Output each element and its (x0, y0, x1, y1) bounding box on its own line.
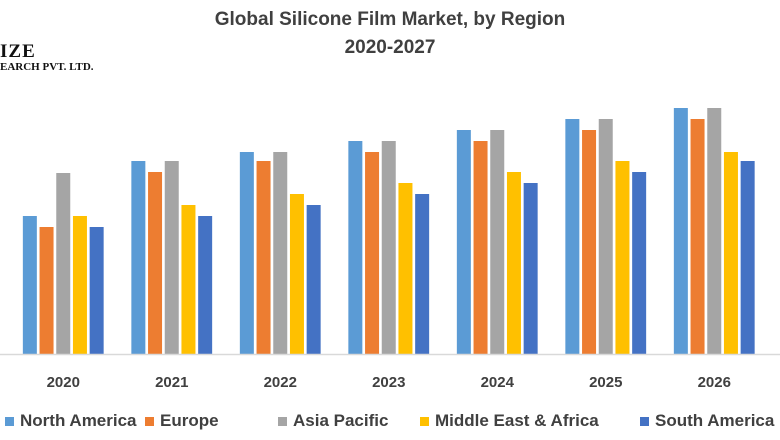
bar-2020-middle-east-africa (72, 216, 87, 354)
bar-2020-europe (39, 227, 54, 354)
bar-2021-south-america (198, 216, 213, 354)
chart-subtitle: 2020-2027 (344, 37, 436, 58)
legend-label: Middle East & Africa (435, 411, 599, 430)
legend-swatch (640, 416, 649, 426)
bar-2020-south-america (89, 227, 104, 354)
legend-item: Asia Pacific (278, 409, 388, 433)
legend-label: North America (20, 411, 137, 430)
bar-2024-south-america (523, 183, 538, 354)
bar-2021-north-america (131, 161, 146, 354)
logo-line-2: EARCH PVT. LTD. (0, 61, 94, 73)
bar-2023-north-america (348, 141, 363, 354)
logo-line-1: IZE (0, 41, 36, 62)
bar-2026-asia-pacific (707, 108, 722, 354)
legend-swatch (278, 416, 287, 426)
legend: North America Europe Asia Pacific Middle Ea… (0, 409, 780, 433)
x-tick-label: 2024 (481, 374, 515, 391)
bar-2026-south-america (740, 161, 755, 354)
bar-2022-europe (256, 161, 271, 354)
bar-2024-europe (473, 141, 488, 354)
bar-2025-middle-east-africa (615, 161, 630, 354)
legend-swatch (420, 416, 429, 426)
x-tick-label: 2023 (372, 374, 405, 391)
legend-item: South America (640, 409, 774, 433)
legend-label: Europe (160, 411, 219, 430)
watermark-logo: IZE EARCH PVT. LTD. (0, 42, 94, 73)
bar-2026-europe (690, 119, 705, 354)
chart-title-main: Global Silicone Film Market, by Region (214, 9, 566, 30)
x-tick-label: 2020 (47, 374, 80, 391)
chart-title: Global Silicone Film Market, by Region 2… (0, 6, 780, 62)
bar-2021-middle-east-africa (181, 205, 196, 354)
bar-2023-europe (365, 152, 380, 354)
x-tick-label: 2025 (589, 374, 622, 391)
bar-2022-south-america (306, 205, 321, 354)
x-tick-label: 2021 (155, 374, 188, 391)
legend-label: Asia Pacific (293, 411, 389, 430)
legend-swatch (145, 416, 154, 426)
bar-2023-middle-east-africa (398, 183, 413, 354)
legend-label: South America (655, 411, 775, 430)
bar-2022-north-america (239, 152, 254, 354)
bar-2020-asia-pacific (56, 173, 71, 354)
bar-2023-south-america (415, 194, 430, 354)
bar-2025-south-america (632, 172, 647, 354)
bar-2025-europe (582, 130, 597, 354)
legend-item: Middle East & Africa (420, 409, 599, 433)
bar-2025-north-america (565, 119, 580, 354)
x-tick-label: 2022 (264, 374, 297, 391)
bar-2024-middle-east-africa (506, 172, 521, 354)
legend-item: Europe (145, 409, 219, 433)
bar-2026-middle-east-africa (723, 152, 738, 354)
bar-2020-north-america (22, 216, 37, 354)
bar-2022-asia-pacific (273, 152, 288, 354)
bar-2024-north-america (456, 130, 471, 354)
bar-2021-asia-pacific (164, 161, 179, 354)
bar-2021-europe (148, 172, 163, 354)
bar-2025-asia-pacific (598, 119, 613, 354)
x-tick-label: 2026 (698, 374, 731, 391)
bar-2026-north-america (673, 108, 688, 354)
bar-2023-asia-pacific (381, 141, 396, 354)
legend-swatch (5, 416, 14, 426)
bar-2024-asia-pacific (490, 130, 505, 354)
bar-2022-middle-east-africa (289, 194, 304, 354)
legend-item: North America (5, 409, 137, 433)
